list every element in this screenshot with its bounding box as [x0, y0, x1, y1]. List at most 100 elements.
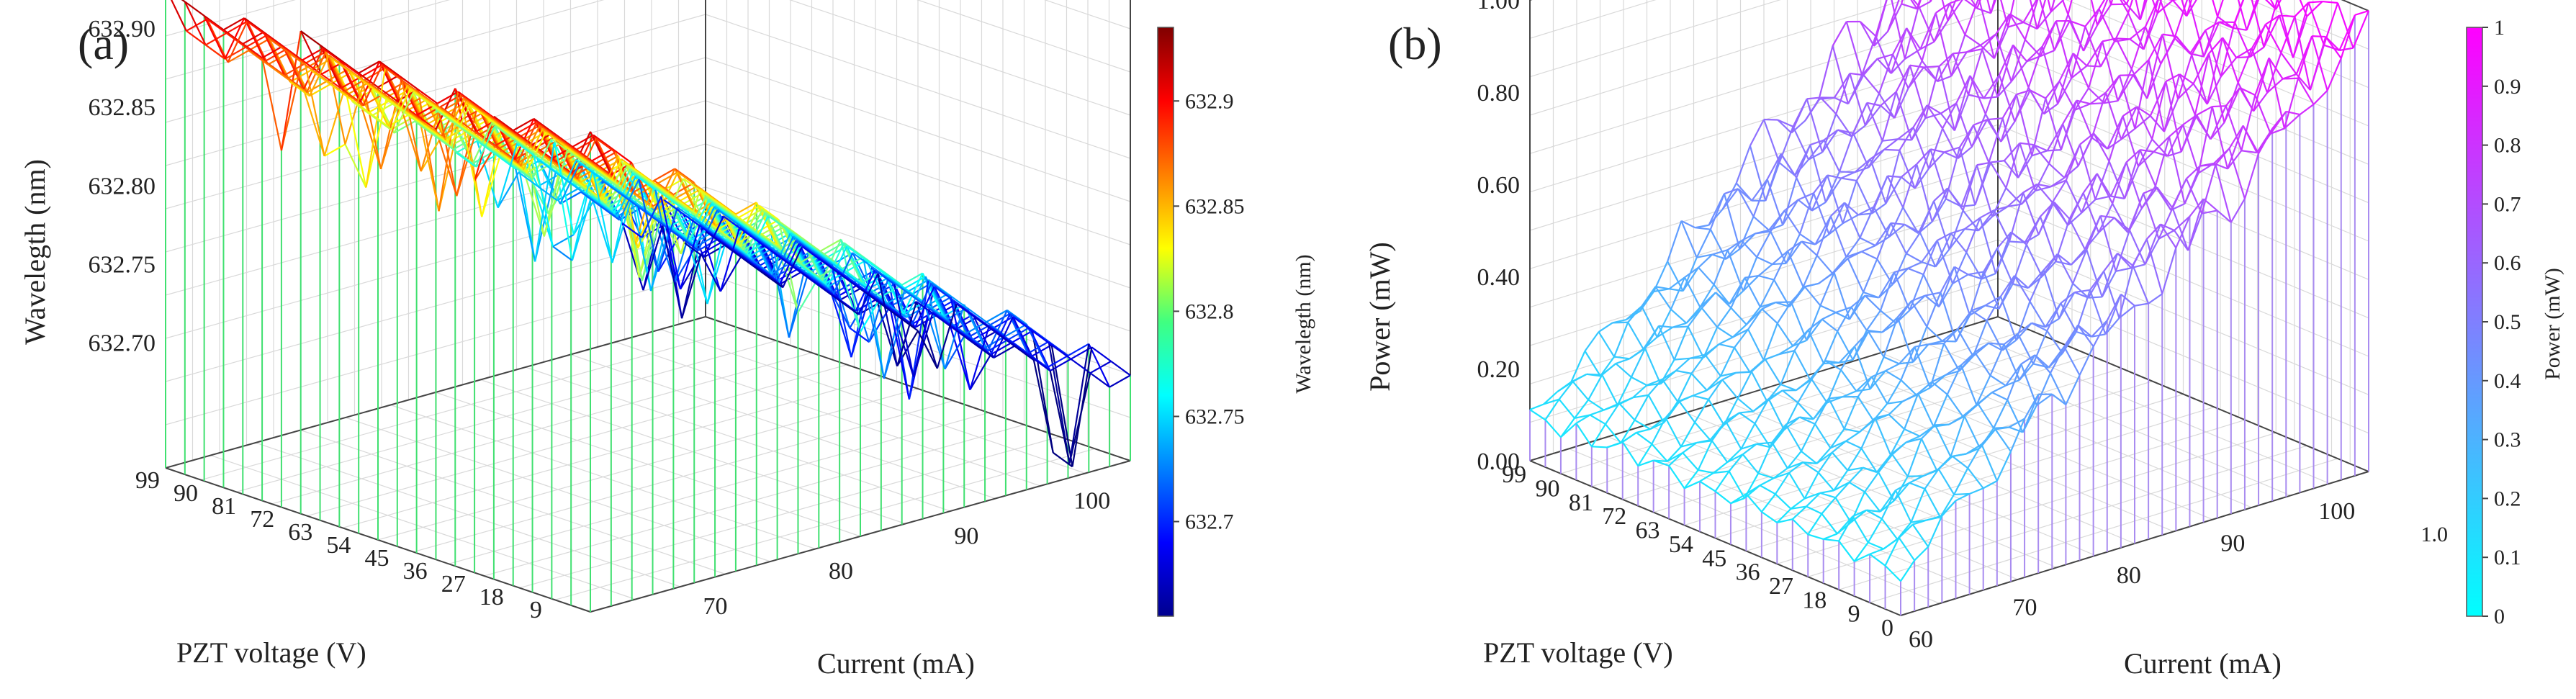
mesh-segment	[1728, 454, 1744, 472]
mesh-segment	[2120, 106, 2138, 140]
mesh-segment	[1881, 316, 1899, 333]
mesh-segment	[2024, 233, 2040, 243]
y-tick-label: 36	[1736, 559, 1760, 586]
mesh-segment	[684, 242, 705, 258]
mesh-segment	[861, 281, 882, 298]
mesh-segment	[2067, 0, 2073, 15]
mesh-segment	[662, 225, 683, 319]
mesh-segment	[2207, 53, 2225, 123]
mesh-segment	[1804, 286, 1821, 307]
mesh-segment	[242, 43, 263, 59]
mesh-segment	[1864, 472, 1880, 492]
mesh-segment	[1667, 261, 1684, 292]
mesh-segment	[1837, 129, 1854, 135]
mesh-segment	[1963, 415, 1981, 449]
y-tick-label: 9	[530, 597, 542, 623]
mesh-segment	[1745, 493, 1762, 513]
mesh-segment	[2254, 94, 2271, 135]
mesh-segment	[681, 204, 703, 220]
mesh-segment	[818, 256, 839, 272]
mesh-segment	[2100, 215, 2115, 219]
mesh-segment	[1674, 357, 1690, 361]
mesh-segment	[1912, 326, 1928, 363]
mesh-segment	[1823, 538, 1839, 542]
mesh-segment	[1937, 233, 1952, 241]
mesh-segment	[1901, 176, 1916, 189]
mesh-segment	[1878, 284, 1893, 299]
mesh-segment	[1838, 540, 1855, 562]
mesh-segment	[1990, 0, 1996, 14]
mesh-segment	[1670, 308, 1688, 324]
mesh-segment	[2014, 89, 2031, 122]
mesh-segment	[1896, 523, 1914, 540]
grid-line	[705, 100, 1131, 245]
mesh-segment	[493, 115, 514, 132]
mesh-segment	[2035, 186, 2051, 192]
mesh-segment	[1770, 231, 1787, 264]
mesh-segment	[1820, 96, 1837, 114]
mesh-segment	[649, 182, 670, 198]
mesh-segment	[1800, 423, 1816, 452]
mesh-segment	[429, 102, 450, 118]
grid-line	[1529, 0, 1781, 78]
mesh-segment	[1979, 428, 1996, 449]
grid-line	[1529, 201, 1999, 346]
mesh-segment	[2048, 346, 2065, 369]
mesh-segment	[470, 133, 492, 149]
mesh-segment	[2009, 418, 2025, 428]
mesh-segment	[590, 195, 613, 263]
mesh-segment	[572, 134, 594, 148]
mesh-segment	[791, 261, 812, 277]
mesh-segment	[885, 274, 906, 289]
mesh-segment	[1885, 363, 1900, 372]
grid-line	[615, 341, 1041, 487]
mesh-segment	[2022, 0, 2037, 23]
mesh-segment	[2243, 153, 2260, 199]
mesh-segment	[1829, 215, 1847, 258]
mesh-segment	[731, 245, 752, 261]
mesh-segment	[490, 148, 510, 163]
mesh-segment	[537, 186, 558, 202]
mesh-segment	[285, 49, 307, 94]
mesh-segment	[1677, 394, 1694, 402]
mesh-segment	[1598, 331, 1615, 358]
mesh-segment	[736, 222, 757, 238]
mesh-segment	[2139, 149, 2156, 186]
mesh-segment	[552, 234, 575, 248]
mesh-segment	[1859, 237, 1876, 247]
mesh-segment	[1886, 379, 1902, 405]
mesh-segment	[368, 112, 389, 127]
mesh-segment	[1942, 102, 1958, 129]
grid-line	[570, 353, 996, 500]
mesh-segment	[2161, 34, 2179, 99]
mesh-segment	[621, 222, 643, 238]
grid-line	[201, 328, 742, 481]
mesh-segment	[831, 264, 852, 358]
mesh-segment	[2007, 21, 2024, 28]
mesh-segment	[2156, 0, 2174, 14]
mesh-segment	[379, 78, 402, 170]
mesh-segment	[1668, 276, 1685, 290]
mesh-segment	[2036, 393, 2053, 406]
mesh-segment	[1012, 316, 1033, 332]
mesh-segment	[1996, 45, 2014, 97]
mesh-segment	[2098, 217, 2115, 233]
mesh-segment	[346, 94, 367, 188]
mesh-segment	[2125, 0, 2130, 5]
mesh-segment	[1778, 162, 1796, 176]
mesh-segment	[1837, 515, 1854, 535]
mesh-segment	[2191, 54, 2208, 104]
mesh-segment	[2014, 275, 2029, 289]
z-tick-label: 0.00	[1477, 448, 1521, 475]
mesh-segment	[1756, 231, 1772, 258]
mesh-segment	[1543, 391, 1558, 405]
mesh-segment	[757, 266, 778, 281]
mesh-segment	[1967, 467, 1984, 489]
mesh-segment	[2322, 0, 2338, 4]
box-edge	[1997, 316, 2369, 472]
mesh-segment	[1909, 294, 1926, 311]
mesh-segment	[513, 130, 533, 145]
mesh-segment	[2058, 53, 2074, 82]
mesh-segment	[1636, 428, 1651, 434]
mesh-segment	[713, 205, 735, 221]
